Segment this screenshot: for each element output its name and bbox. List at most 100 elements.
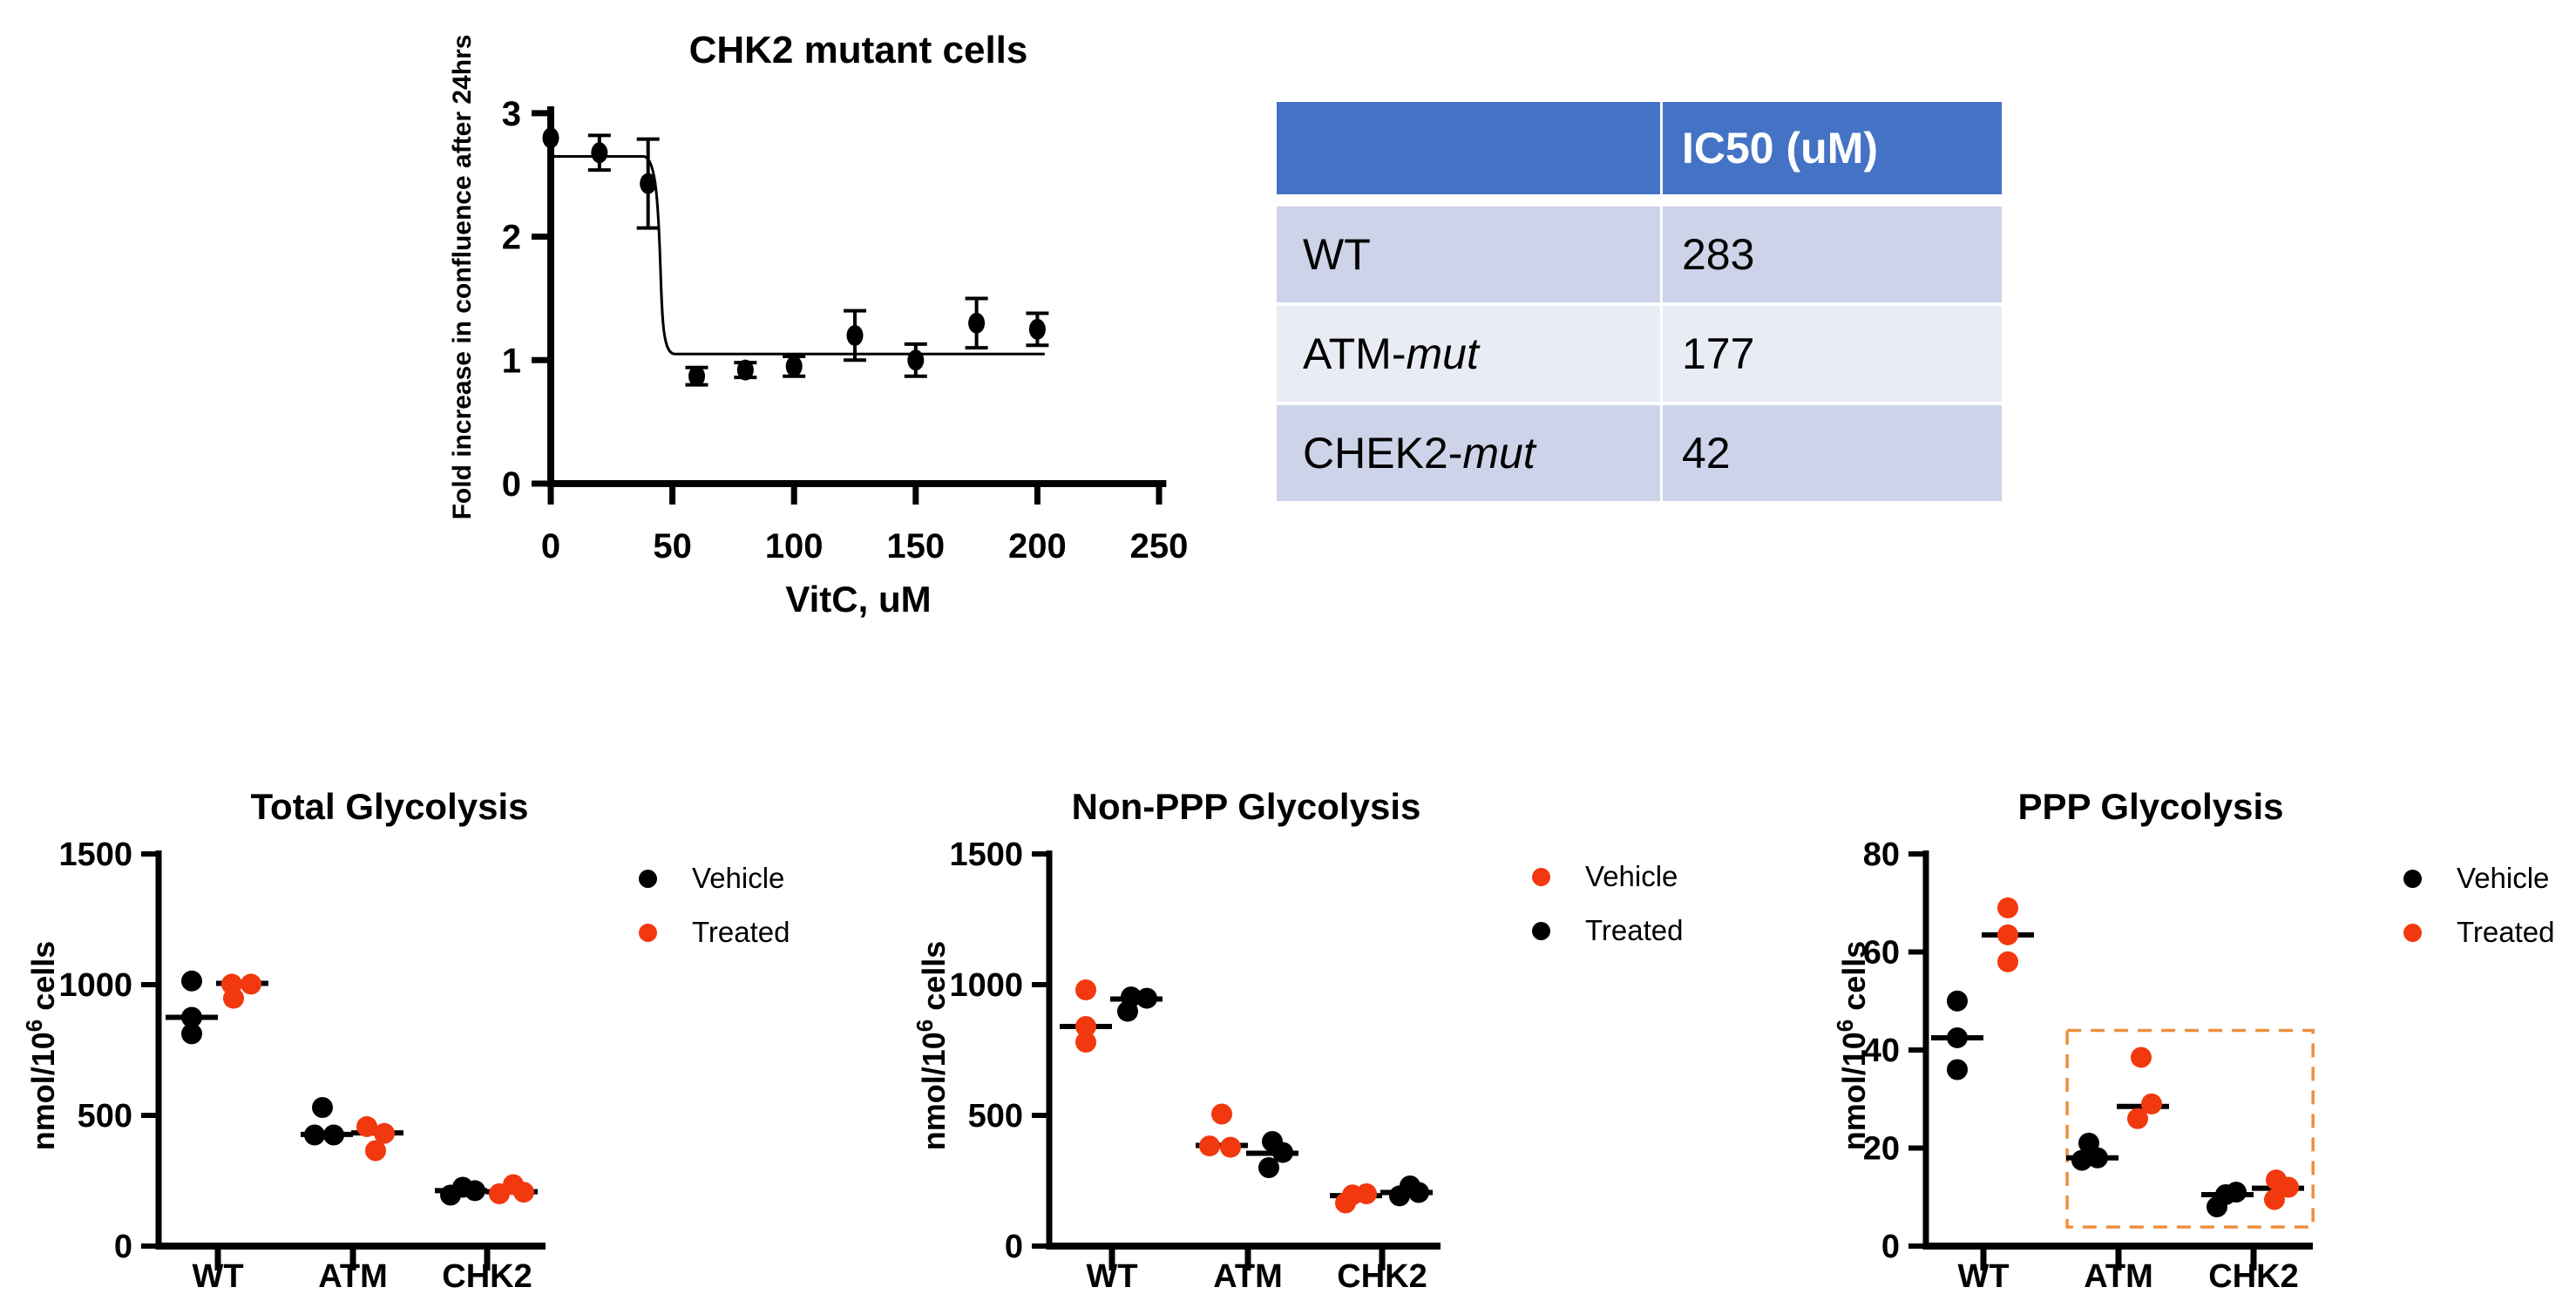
y-tick-label: 500 (78, 1098, 132, 1135)
vehicle-point (1075, 979, 1096, 1000)
vehicle-point (1947, 1026, 1968, 1048)
legend-row: Treated (639, 914, 790, 951)
treated-point (1117, 1000, 1138, 1022)
treated-point (1389, 1185, 1410, 1207)
legend-label-vehicle: Vehicle (2457, 862, 2550, 894)
legend-row: Vehicle (639, 860, 790, 897)
treated-point (1997, 897, 2018, 918)
dose-point (736, 359, 754, 381)
y-axis-label: nmol/106 cells (21, 941, 61, 1151)
ic50-value: 177 (1663, 306, 2002, 402)
vehicle-point (1211, 1103, 1232, 1125)
ic50-table: IC50 (uM) WT 283 ATM-mut 177 CHEK2- mut 4… (1277, 102, 2002, 505)
y-tick-label: 80 (1863, 837, 1900, 873)
vehicle-point (464, 1180, 485, 1202)
dose-point (1028, 318, 1046, 340)
treated-point (1997, 924, 2018, 945)
treated-point (241, 973, 261, 995)
non-ppp-glycolysis-chart: Non-PPP Glycolysis nmol/106 cells 0 500 1000… (912, 786, 1441, 1294)
y-tick-label: 2 (502, 219, 521, 257)
chart-title: Total Glycolysis (251, 786, 529, 827)
cell-line-label: WT (1277, 207, 1660, 302)
fit-curve (551, 154, 1045, 356)
legend-row: Vehicle (1532, 858, 1684, 895)
treated-point (2131, 1047, 2152, 1068)
vehicle-point (323, 1124, 344, 1146)
legend-label-treated: Treated (2457, 916, 2555, 948)
dose-point (785, 356, 803, 377)
dose-point (542, 127, 559, 149)
category-label: ATM (1213, 1258, 1283, 1294)
table-row: CHEK2- mut 42 (1277, 405, 2002, 501)
dose-point (907, 349, 925, 371)
vehicle-point (304, 1124, 325, 1146)
vehicle-point (1335, 1192, 1356, 1214)
dose-y-axis-label: Fold increase in confluence after 24hrs (448, 35, 477, 520)
treated-point (2264, 1189, 2285, 1210)
cell-line-name-italic: mut (1462, 429, 1535, 478)
treated-point (513, 1182, 534, 1203)
vehicle-point (1199, 1135, 1220, 1157)
dose-x-axis-label: VitC, uM (785, 579, 931, 620)
dose-point (968, 312, 986, 334)
dose-chart-title: CHK2 mutant cells (689, 29, 1028, 71)
vehicle-point (1947, 1059, 1968, 1081)
cell-line-label: CHEK2- mut (1277, 405, 1660, 501)
treated-point (1258, 1157, 1279, 1178)
dose-point (688, 365, 706, 387)
category-label: CHK2 (1337, 1258, 1427, 1294)
treated-point (1408, 1182, 1429, 1203)
y-tick-label: 1500 (58, 837, 132, 873)
treated-point (2141, 1093, 2162, 1114)
vehicle-dot-icon (639, 869, 657, 888)
highlight-box (2065, 1028, 2315, 1229)
y-tick-label: 20 (1863, 1131, 1900, 1168)
vehicle-point (312, 1097, 333, 1118)
category-label: ATM (2084, 1258, 2153, 1294)
legend-row: Treated (1532, 912, 1684, 949)
vehicle-point (2071, 1149, 2092, 1171)
x-tick-label: 0 (541, 527, 560, 566)
cell-line-name: ATM- (1303, 329, 1407, 378)
y-axis-label: nmol/106 cells (1832, 941, 1872, 1151)
y-tick-label: 500 (968, 1098, 1023, 1135)
cell-line-label: ATM-mut (1277, 306, 1660, 402)
ic50-table-header-row: IC50 (uM) (1277, 102, 2002, 194)
vehicle-point (1356, 1183, 1377, 1204)
treated-point (1272, 1142, 1293, 1163)
category-label: WT (192, 1258, 243, 1294)
treated-point (356, 1115, 377, 1137)
dose-point (591, 142, 608, 164)
cell-line-name: CHEK2- (1303, 429, 1463, 478)
y-tick-label: 3 (502, 95, 521, 133)
ic50-value: 283 (1663, 207, 2002, 302)
y-tick-label: 0 (1005, 1229, 1023, 1265)
treated-point (374, 1122, 395, 1144)
treated-point (1997, 951, 2018, 972)
legend-ppp-glycolysis: Vehicle Treated (2403, 860, 2555, 968)
y-tick-label: 1000 (58, 967, 132, 1004)
y-tick-label: 0 (114, 1229, 132, 1265)
x-tick-label: 250 (1130, 527, 1189, 566)
dose-point (846, 324, 864, 346)
y-tick-label: 1000 (949, 967, 1023, 1004)
category-label: CHK2 (2208, 1258, 2298, 1294)
category-label: CHK2 (442, 1258, 532, 1294)
treated-point (2278, 1176, 2299, 1198)
category-label: ATM (318, 1258, 388, 1294)
ppp-glycolysis-chart: PPP Glycolysis nmol/106 cells 0 20 40 60 80 WT A… (1832, 786, 2315, 1294)
category-label: WT (1957, 1258, 2009, 1294)
ic50-table-header-empty-cell (1277, 102, 1660, 194)
ic50-table-header-ic50-cell: IC50 (uM) (1663, 102, 2002, 194)
dose-response-chart: CHK2 mutant cells VitC, uM Fold increase i… (448, 29, 1188, 620)
legend-label-treated: Treated (692, 916, 790, 948)
y-tick-label: 0 (1881, 1229, 1900, 1265)
vehicle-point (1947, 990, 1968, 1012)
vehicle-point (2087, 1147, 2108, 1169)
y-tick-label: 0 (502, 465, 521, 504)
treated-point (1136, 987, 1157, 1009)
vehicle-point (1075, 1032, 1096, 1053)
vehicle-point (181, 970, 202, 992)
cell-line-name-italic: mut (1406, 329, 1479, 378)
